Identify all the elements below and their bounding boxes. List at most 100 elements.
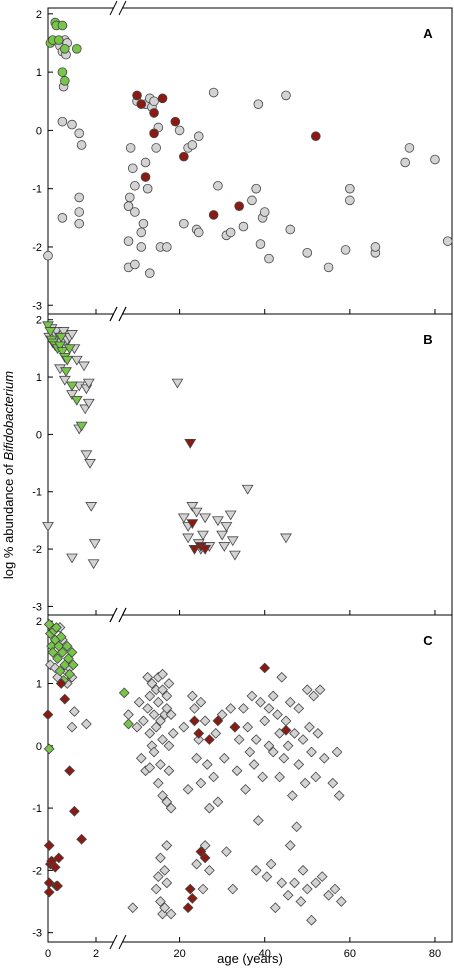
data-point: [75, 421, 88, 432]
y-axis-title: log % abundance of Bifidobacterium: [1, 371, 16, 579]
data-point: [74, 207, 84, 217]
data-point: [186, 893, 198, 904]
data-point: [43, 743, 55, 755]
data-point: [193, 131, 204, 142]
y-tick-label: 1: [36, 679, 42, 691]
data-point: [59, 693, 71, 705]
data-point: [212, 715, 224, 727]
data-point: [265, 858, 277, 870]
y-tick-label: 2: [36, 616, 42, 628]
data-point: [233, 734, 245, 745]
data-point: [297, 865, 309, 876]
data-point: [190, 507, 203, 518]
data-point: [130, 180, 140, 191]
data-point: [211, 516, 224, 527]
data-point: [184, 883, 196, 895]
data-point: [150, 883, 162, 895]
data-point: [197, 530, 209, 541]
data-point: [55, 678, 67, 689]
data-point: [186, 690, 198, 702]
data-point: [136, 242, 147, 252]
data-point: [43, 840, 55, 851]
panel-frame: [47, 7, 453, 315]
series-green: [42, 321, 88, 432]
data-point: [259, 207, 270, 217]
y-tick-label: -3: [32, 601, 42, 613]
data-point: [193, 227, 204, 238]
data-point: [76, 140, 87, 150]
data-point: [195, 696, 207, 708]
panel-label: C: [423, 633, 433, 648]
data-point: [144, 727, 156, 739]
y-tick-label: 0: [36, 125, 42, 137]
data-point: [247, 195, 257, 206]
data-point: [152, 871, 164, 882]
y-tick-label: 1: [36, 67, 42, 79]
data-point: [161, 690, 173, 702]
data-point: [157, 93, 168, 104]
data-point: [193, 727, 205, 739]
data-point: [132, 90, 142, 101]
data-point: [284, 840, 296, 851]
data-point: [430, 154, 440, 165]
data-point: [302, 248, 313, 258]
data-point: [136, 99, 147, 109]
data-point: [138, 715, 149, 727]
data-point: [259, 715, 271, 727]
data-point: [118, 687, 130, 699]
data-point: [225, 703, 237, 714]
data-point: [289, 877, 300, 889]
data-point: [79, 404, 92, 415]
data-point: [259, 662, 271, 674]
series-grey: [43, 35, 453, 279]
data-point: [225, 227, 236, 238]
data-point: [442, 236, 453, 246]
data-point: [123, 709, 134, 721]
data-point: [199, 513, 212, 524]
data-point: [208, 87, 219, 98]
data-point: [329, 883, 341, 895]
data-point: [204, 802, 215, 814]
y-tick-label: -3: [32, 300, 42, 312]
data-point: [191, 858, 202, 870]
data-point: [269, 902, 281, 914]
data-point: [125, 143, 136, 153]
data-point: [159, 865, 171, 876]
data-point: [80, 450, 93, 461]
axis-break-gap: [114, 5, 122, 11]
data-point: [267, 746, 279, 758]
data-point: [142, 671, 154, 683]
data-point: [255, 239, 266, 249]
data-point: [127, 163, 138, 174]
data-point: [70, 395, 83, 406]
data-point: [67, 659, 79, 671]
panel-a: -3 -2 -1 0 1 2 A: [32, 0, 453, 322]
panel-frame: [47, 313, 453, 616]
data-point: [308, 690, 320, 702]
data-point: [82, 398, 95, 409]
data-point: [282, 889, 294, 901]
data-point: [327, 777, 339, 789]
axis-break-mark: [109, 607, 118, 623]
data-point: [57, 67, 68, 77]
data-point: [191, 752, 202, 764]
data-point: [57, 327, 70, 337]
data-point: [400, 157, 410, 168]
data-point: [229, 721, 241, 733]
data-point: [149, 108, 159, 118]
data-point: [250, 865, 262, 876]
data-point: [216, 709, 228, 721]
data-point: [70, 355, 83, 366]
axis-break-mark: [109, 306, 118, 322]
data-point: [242, 721, 254, 733]
data-point: [293, 703, 305, 714]
data-point: [182, 784, 194, 795]
data-point: [60, 367, 72, 378]
axis-break-mark: [109, 0, 118, 16]
data-point: [280, 533, 292, 544]
y-axis-title-genus: Bifidobacterium: [1, 371, 16, 461]
data-point: [182, 902, 194, 914]
data-point: [163, 740, 175, 752]
data-point: [252, 815, 264, 826]
data-point: [208, 771, 220, 783]
